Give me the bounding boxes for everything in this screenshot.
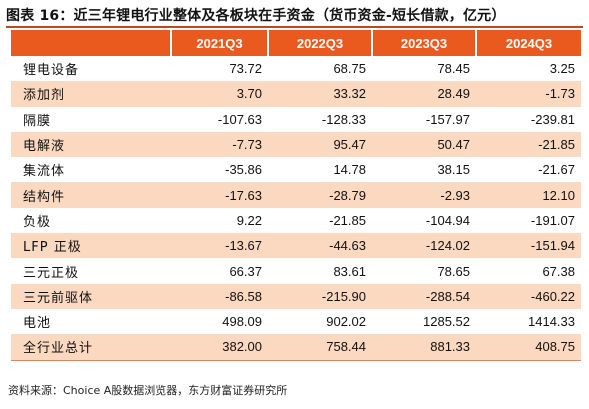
header-label-cell (11, 30, 171, 56)
row-label: 全行业总计 (11, 334, 171, 361)
cell-value: 68.75 (333, 61, 366, 77)
cell-value: -157.97 (425, 111, 470, 127)
cell-value: -86.58 (171, 283, 268, 309)
cell-value: -21.67 (538, 162, 575, 178)
row-label: 三元前驱体 (11, 283, 171, 309)
row-label: 集流体 (23, 164, 66, 180)
cell-value: -151.94 (476, 233, 581, 259)
cell-value: -7.73 (171, 131, 268, 158)
table-row: 三元前驱体 -86.58 -215.90 -288.54 -460.22 (11, 283, 581, 309)
cell-value: 9.22 (236, 212, 262, 228)
cell-value: -35.86 (225, 162, 262, 178)
cell-value: -13.67 (171, 233, 268, 259)
table-row-total: 全行业总计 382.00 758.44 881.33 408.75 (11, 334, 581, 361)
header-row: 2021Q3 2022Q3 2023Q3 2024Q3 (11, 30, 581, 56)
row-label: 电解液 (11, 131, 171, 158)
cell-value: 38.15 (437, 162, 470, 178)
table-row: 隔膜 -107.63 -128.33 -157.97 -239.81 (11, 107, 581, 132)
row-label: 添加剂 (11, 81, 171, 107)
row-label: 电池 (23, 316, 52, 332)
cell-value: 78.65 (437, 263, 470, 279)
cell-value: 1285.52 (423, 314, 470, 330)
cell-value: -2.93 (372, 182, 476, 208)
cell-value: 83.61 (333, 263, 366, 279)
cell-value: 14.78 (333, 162, 366, 178)
cell-value: 408.75 (476, 334, 581, 361)
cell-value: 881.33 (372, 334, 476, 361)
cell-value: 66.37 (229, 263, 262, 279)
figure-title: 图表 16：近三年锂电行业整体及各板块在手资金（货币资金-短长借款，亿元） (6, 8, 506, 24)
table-row: 添加剂 3.70 33.32 28.49 -1.73 (11, 81, 581, 107)
cell-value: -107.63 (217, 111, 262, 127)
cell-value: -460.22 (476, 283, 581, 309)
cell-value: -288.54 (372, 283, 476, 309)
table-row: 电解液 -7.73 95.47 50.47 -21.85 (11, 131, 581, 158)
cell-value: -21.85 (329, 212, 366, 228)
table-row: 锂电设备 73.72 68.75 78.45 3.25 (11, 56, 581, 81)
cell-value: -215.90 (268, 283, 372, 309)
cell-value: 1414.33 (528, 314, 575, 330)
cell-value: 902.02 (326, 314, 366, 330)
row-label: 负极 (23, 214, 52, 230)
table-row: 集流体 -35.86 14.78 38.15 -21.67 (11, 157, 581, 182)
cell-value: 3.70 (171, 81, 268, 107)
header-2024q3: 2024Q3 (475, 30, 581, 56)
row-label: 锂电设备 (23, 63, 80, 79)
cell-value: -124.02 (372, 233, 476, 259)
cell-value: 73.72 (229, 61, 262, 77)
row-label: LFP 正极 (11, 233, 171, 259)
cell-value: 758.44 (268, 334, 372, 361)
table-row: LFP 正极 -13.67 -44.63 -124.02 -151.94 (11, 233, 581, 259)
cell-value: 33.32 (268, 81, 372, 107)
cell-value: -28.79 (268, 182, 372, 208)
table-row: 三元正极 66.37 83.61 78.65 67.38 (11, 258, 581, 283)
cell-value: 67.38 (542, 263, 575, 279)
cell-value: 95.47 (268, 131, 372, 158)
header-2022q3: 2022Q3 (267, 30, 372, 56)
cell-value: -104.94 (425, 212, 470, 228)
title-rule (6, 26, 583, 28)
cell-value: -21.85 (476, 131, 581, 158)
cell-value: -1.73 (476, 81, 581, 107)
cell-value: 50.47 (372, 131, 476, 158)
cell-value: 382.00 (171, 334, 268, 361)
cell-value: -17.63 (171, 182, 268, 208)
cell-value: 28.49 (372, 81, 476, 107)
source-note: 资料来源：Choice A股数据浏览器，东方财富证券研究所 (8, 384, 288, 397)
row-label: 结构件 (11, 182, 171, 208)
funds-table: 2021Q3 2022Q3 2023Q3 2024Q3 锂电设备 73.72 6… (11, 30, 581, 361)
row-label: 隔膜 (23, 113, 52, 129)
cell-value: 3.25 (549, 61, 575, 77)
header-2023q3: 2023Q3 (371, 30, 476, 56)
cell-value: 498.09 (222, 314, 262, 330)
table-row: 结构件 -17.63 -28.79 -2.93 12.10 (11, 182, 581, 208)
table-row: 负极 9.22 -21.85 -104.94 -191.07 (11, 208, 581, 233)
cell-value: 78.45 (437, 61, 470, 77)
cell-value: -44.63 (268, 233, 372, 259)
header-2021q3: 2021Q3 (170, 30, 268, 56)
cell-value: 12.10 (476, 182, 581, 208)
cell-value: -128.33 (321, 111, 366, 127)
row-label: 三元正极 (23, 265, 80, 281)
table-row: 电池 498.09 902.02 1285.52 1414.33 (11, 309, 581, 334)
cell-value: -191.07 (530, 212, 575, 228)
cell-value: -239.81 (530, 111, 575, 127)
